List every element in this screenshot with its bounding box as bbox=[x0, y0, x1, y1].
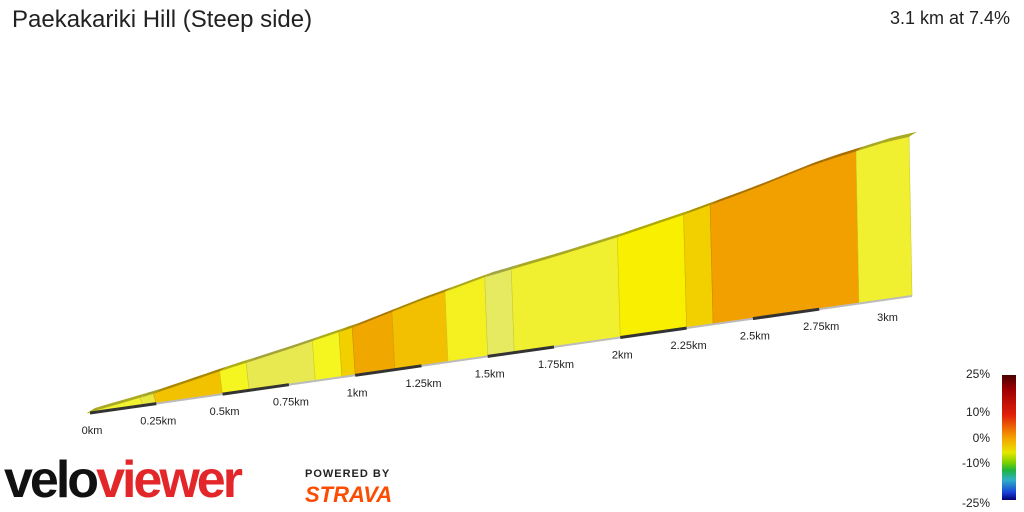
logo-text-velo: velo bbox=[4, 451, 99, 509]
profile-segment bbox=[351, 311, 396, 376]
gradient-legend: 25% 10% 0% -10% -25% bbox=[960, 366, 1020, 512]
profile-ridge-segment bbox=[617, 209, 692, 238]
profile-ridge-segment bbox=[710, 146, 864, 205]
baseline-dash bbox=[89, 402, 157, 415]
legend-label-max: 25% bbox=[965, 367, 990, 381]
profile-ridge-segment bbox=[856, 131, 917, 152]
profile-segment bbox=[484, 268, 515, 357]
profile-ridge-segment bbox=[140, 388, 162, 398]
profile-segment bbox=[683, 204, 714, 329]
x-tick-label: 2.5km bbox=[740, 331, 770, 343]
profile-ridge-segment bbox=[87, 392, 148, 413]
x-tick-label: 1.75km bbox=[538, 359, 574, 371]
profile-segment bbox=[855, 136, 913, 304]
legend-label-min: -25% bbox=[961, 496, 990, 510]
baseline-dash bbox=[752, 307, 820, 321]
baseline-dash bbox=[354, 364, 422, 377]
profile-segment bbox=[709, 150, 860, 325]
profile-ridge-segment bbox=[445, 272, 493, 292]
x-tick-label: 1.25km bbox=[405, 378, 441, 390]
x-tick-label: 2.75km bbox=[803, 321, 839, 333]
x-tick-label: 0.5km bbox=[210, 406, 240, 418]
baseline-dash bbox=[222, 383, 290, 396]
x-tick-label: 2km bbox=[612, 350, 633, 362]
x-tick-label: 1.5km bbox=[475, 368, 505, 380]
x-tick-label: 0km bbox=[82, 425, 103, 437]
profile-ridge-segment bbox=[338, 322, 361, 332]
x-tick-label: 2.25km bbox=[671, 340, 707, 352]
strava-attribution[interactable]: POWERED BY STRAVA bbox=[305, 468, 392, 508]
climb-summary: 3.1 km at 7.4% bbox=[889, 8, 1010, 28]
profile-ridge-segment bbox=[352, 306, 400, 328]
baseline-dash bbox=[487, 345, 555, 358]
profile-ridge-segment bbox=[312, 327, 347, 341]
legend-label-neg10: -10% bbox=[961, 456, 990, 470]
x-tick-label: 1km bbox=[347, 387, 368, 399]
profile-segment bbox=[510, 236, 621, 353]
x-tick-label: 3km bbox=[877, 312, 898, 324]
page-title: Paekakariki Hill (Steep side) bbox=[12, 6, 313, 33]
profile-ridge-segment bbox=[683, 199, 719, 215]
powered-by-label: POWERED BY bbox=[305, 468, 391, 480]
legend-label-0: 0% bbox=[972, 431, 990, 445]
profile-ridge-segment bbox=[391, 286, 453, 312]
strava-logo: STRAVA bbox=[305, 482, 393, 507]
profile-segment bbox=[444, 276, 489, 363]
profile-ridge-segment bbox=[511, 232, 626, 270]
legend-label-10: 10% bbox=[965, 405, 990, 419]
profile-segment bbox=[391, 291, 449, 370]
profile-segment-group bbox=[86, 136, 913, 414]
legend-color-bar bbox=[1002, 375, 1016, 500]
profile-top-ridge bbox=[87, 131, 917, 413]
profile-baseline bbox=[89, 295, 913, 415]
logo-text-viewer: viewer bbox=[96, 451, 243, 509]
profile-ridge-segment bbox=[246, 336, 321, 363]
veloviewer-logo[interactable]: veloviewer bbox=[4, 451, 243, 509]
baseline-dash bbox=[620, 326, 687, 339]
x-tick-label: 0.75km bbox=[273, 397, 309, 409]
profile-ridge-segment bbox=[153, 366, 228, 394]
x-tick-labels: 0km 0.25km 0.5km 0.75km 1km 1.25km 1.5km 1.75km… bbox=[82, 312, 898, 437]
profile-ridge-segment bbox=[484, 264, 520, 277]
x-tick-label: 0.25km bbox=[140, 416, 176, 428]
profile-ridge-segment bbox=[219, 357, 255, 372]
